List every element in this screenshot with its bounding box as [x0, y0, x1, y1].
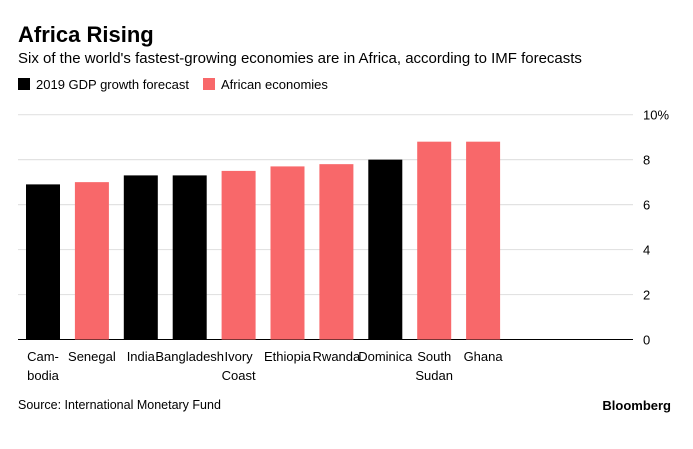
legend-swatch: [18, 78, 30, 90]
legend-label: African economies: [220, 77, 328, 92]
bar-bangladesh: [172, 175, 207, 340]
bar-ethiopia: [270, 166, 305, 340]
legend: 2019 GDP growth forecast African economi…: [18, 77, 328, 92]
x-tick-label: Dominica: [358, 349, 413, 364]
y-tick-label: 0: [643, 333, 650, 348]
x-tick-label: Sudan: [415, 368, 453, 383]
x-tick-label: bodia: [27, 368, 60, 383]
legend-item-african: African economies: [202, 77, 328, 92]
bar-senegal: [74, 182, 109, 340]
legend-label: 2019 GDP growth forecast: [36, 77, 189, 92]
x-tick-label: Coast: [222, 368, 256, 383]
bar-southsudan: [417, 141, 452, 340]
bloomberg-logo: Bloomberg: [602, 398, 671, 413]
x-tick-label: Bangladesh: [155, 349, 224, 364]
x-tick-label: Rwanda: [313, 349, 361, 364]
y-tick-label: 6: [643, 198, 650, 213]
bar-cambodia: [26, 184, 60, 340]
x-tick-label: Ivory: [225, 349, 254, 364]
bar-dominica: [368, 159, 403, 340]
x-tick-label: Ethiopia: [264, 349, 312, 364]
x-tick-label: Ghana: [464, 349, 504, 364]
bar-rwanda: [319, 164, 354, 340]
x-tick-label: South: [417, 349, 451, 364]
bar-india: [123, 175, 158, 340]
source-note: Source: International Monetary Fund: [18, 398, 221, 412]
bar-ivorycoast: [221, 170, 256, 340]
x-tick-label: India: [127, 349, 156, 364]
y-tick-label: 2: [643, 288, 650, 303]
legend-item-growth: 2019 GDP growth forecast: [18, 77, 189, 92]
x-tick-label: Senegal: [68, 349, 116, 364]
y-tick-label: 4: [643, 243, 650, 258]
chart-subtitle: Six of the world's fastest-growing econo…: [18, 50, 582, 67]
bar-ghana: [466, 141, 501, 340]
x-tick-label: Cam-: [27, 349, 59, 364]
y-tick-label: 10%: [643, 108, 669, 123]
y-tick-label: 8: [643, 153, 650, 168]
legend-swatch: [202, 78, 215, 90]
chart-title: Africa Rising: [18, 22, 154, 47]
